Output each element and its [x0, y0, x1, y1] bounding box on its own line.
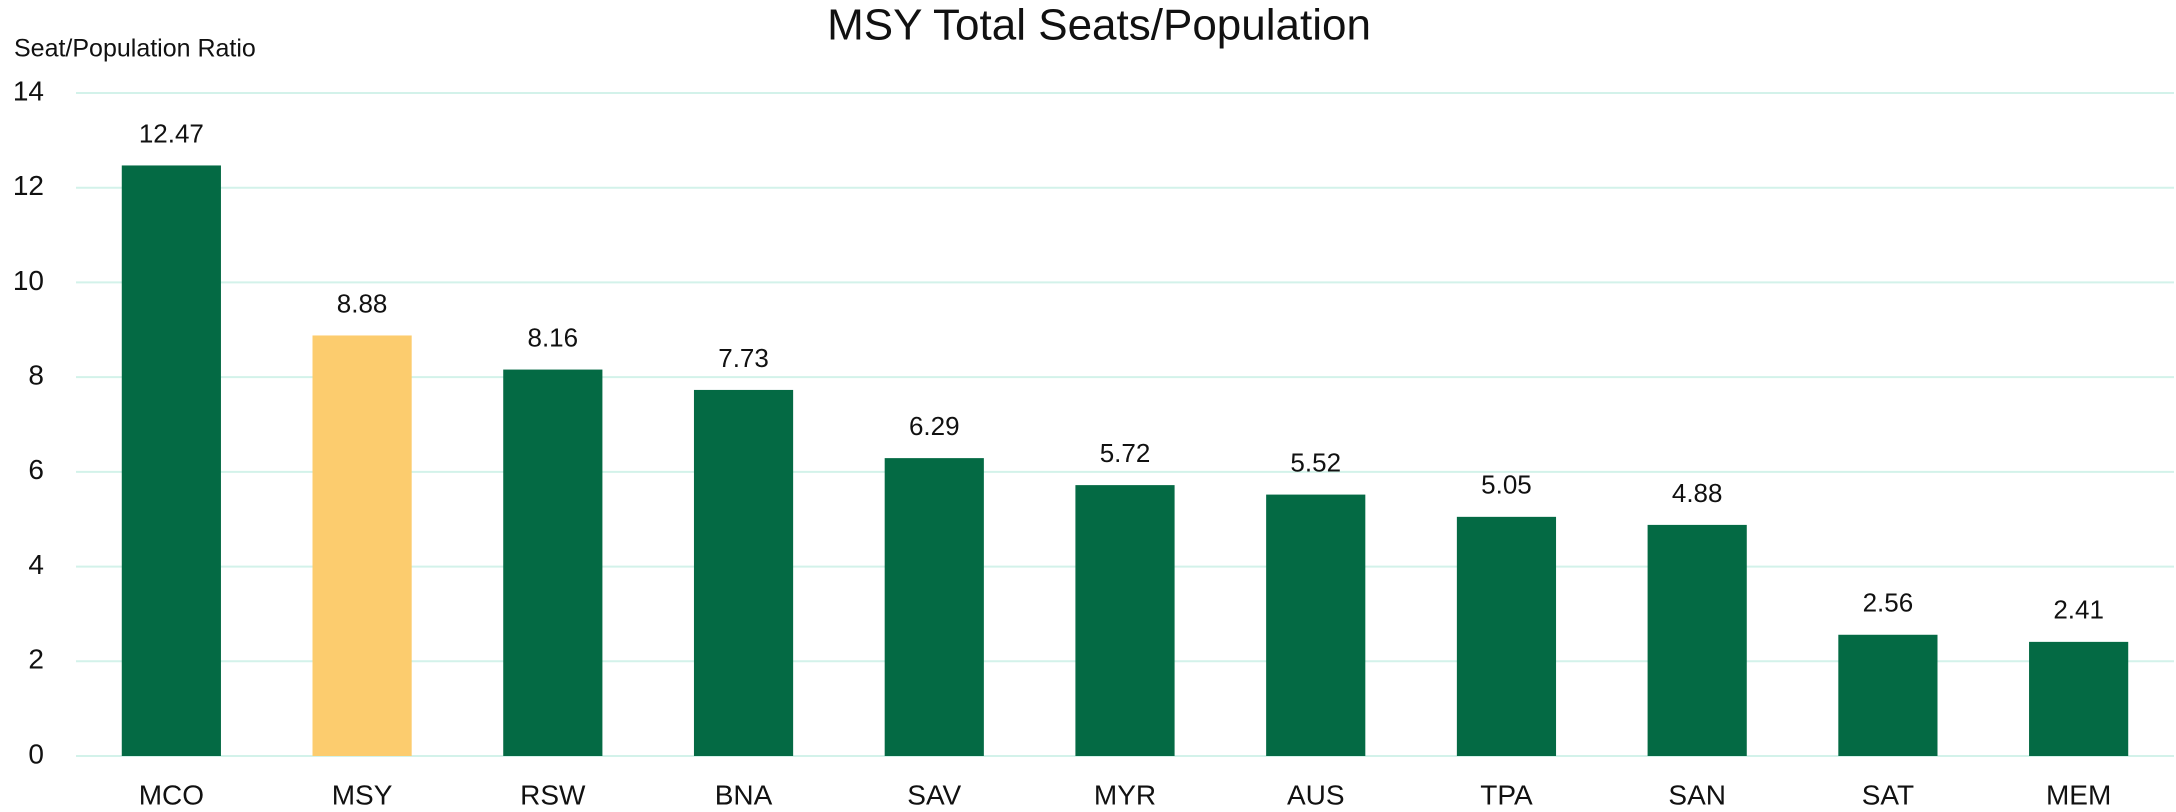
- x-tick-label: SAN: [1668, 779, 1726, 810]
- x-tick-label: AUS: [1287, 779, 1345, 810]
- x-tick-label: MYR: [1094, 779, 1156, 810]
- x-tick-label: BNA: [715, 779, 773, 810]
- bar: [312, 335, 412, 756]
- y-tick-label: 14: [13, 75, 44, 106]
- data-label: 4.88: [1672, 478, 1723, 508]
- bar: [2029, 641, 2129, 756]
- data-label: 5.05: [1481, 470, 1532, 500]
- data-label: 5.52: [1290, 447, 1341, 477]
- x-tick-label: TPA: [1480, 779, 1533, 810]
- data-label: 12.47: [139, 118, 204, 148]
- data-label: 8.88: [337, 288, 388, 318]
- data-label: 5.72: [1100, 438, 1151, 468]
- bar: [503, 369, 603, 756]
- bar: [1456, 516, 1557, 756]
- y-tick-label: 4: [28, 549, 44, 580]
- x-tick-label: SAV: [907, 779, 961, 810]
- y-tick-label: 8: [28, 360, 44, 391]
- bar: [1266, 494, 1366, 756]
- data-label: 2.41: [2053, 595, 2104, 625]
- y-tick-label: 6: [28, 454, 44, 485]
- chart-title: MSY Total Seats/Population: [827, 1, 1371, 50]
- data-label: 7.73: [718, 343, 769, 373]
- y-tick-label: 10: [13, 265, 44, 296]
- bar: [121, 165, 221, 756]
- y-tick-label: 12: [13, 170, 44, 201]
- bar: [1647, 524, 1747, 756]
- x-tick-label: RSW: [520, 779, 586, 810]
- data-label: 8.16: [528, 322, 579, 352]
- data-label: 2.56: [1863, 588, 1914, 618]
- data-label: 6.29: [909, 411, 960, 441]
- bar: [1075, 485, 1175, 756]
- y-tick-label: 0: [28, 738, 44, 769]
- bar: [693, 389, 794, 756]
- y-axis-label: Seat/Population Ratio: [14, 35, 256, 63]
- x-tick-label: SAT: [1862, 779, 1914, 810]
- bar: [884, 458, 984, 756]
- x-tick-label: MCO: [139, 779, 204, 810]
- x-tick-label: MSY: [332, 779, 393, 810]
- bar: [1838, 634, 1938, 756]
- x-tick-label: MEM: [2046, 779, 2111, 810]
- y-tick-label: 2: [28, 644, 44, 675]
